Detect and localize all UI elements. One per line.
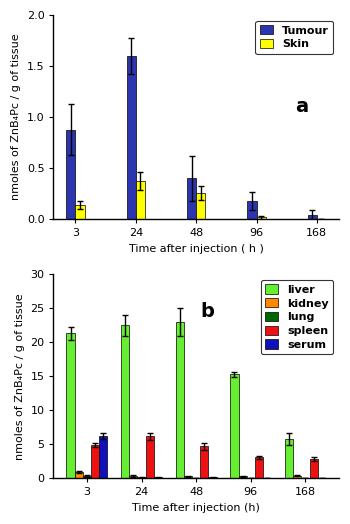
Bar bbox=[76, 205, 84, 219]
Y-axis label: nmoles of ZnB₄Pc / g of tissue: nmoles of ZnB₄Pc / g of tissue bbox=[11, 34, 21, 200]
Bar bbox=[247, 201, 257, 219]
Bar bbox=[255, 457, 263, 478]
Legend: Tumour, Skin: Tumour, Skin bbox=[256, 20, 333, 54]
Bar bbox=[293, 476, 301, 478]
Bar bbox=[99, 436, 107, 478]
Bar bbox=[136, 181, 145, 219]
Bar bbox=[129, 476, 138, 478]
Bar bbox=[308, 215, 317, 219]
Bar bbox=[257, 217, 266, 219]
Bar bbox=[285, 439, 293, 478]
Bar bbox=[196, 193, 205, 219]
Bar bbox=[187, 178, 196, 219]
Bar bbox=[184, 476, 192, 478]
Bar bbox=[138, 477, 146, 478]
Bar bbox=[75, 472, 83, 478]
Bar bbox=[200, 446, 209, 478]
Text: b: b bbox=[201, 301, 215, 321]
Bar bbox=[176, 322, 184, 478]
X-axis label: Time after injection ( h ): Time after injection ( h ) bbox=[129, 244, 264, 254]
Bar bbox=[146, 436, 154, 478]
Bar bbox=[66, 130, 76, 219]
Bar bbox=[154, 477, 162, 478]
Text: a: a bbox=[295, 97, 308, 116]
Y-axis label: nmoles of ZnB₄Pc / g of tissue: nmoles of ZnB₄Pc / g of tissue bbox=[15, 293, 25, 460]
Bar bbox=[91, 445, 99, 478]
Bar bbox=[209, 477, 217, 478]
Legend: liver, kidney, lung, spleen, serum: liver, kidney, lung, spleen, serum bbox=[261, 280, 333, 354]
Bar bbox=[230, 374, 238, 478]
Bar bbox=[66, 333, 75, 478]
Bar bbox=[238, 476, 247, 478]
Bar bbox=[309, 459, 318, 478]
Bar bbox=[127, 56, 136, 219]
X-axis label: Time after injection (h): Time after injection (h) bbox=[132, 503, 260, 513]
Bar bbox=[83, 476, 91, 478]
Bar bbox=[121, 325, 129, 478]
